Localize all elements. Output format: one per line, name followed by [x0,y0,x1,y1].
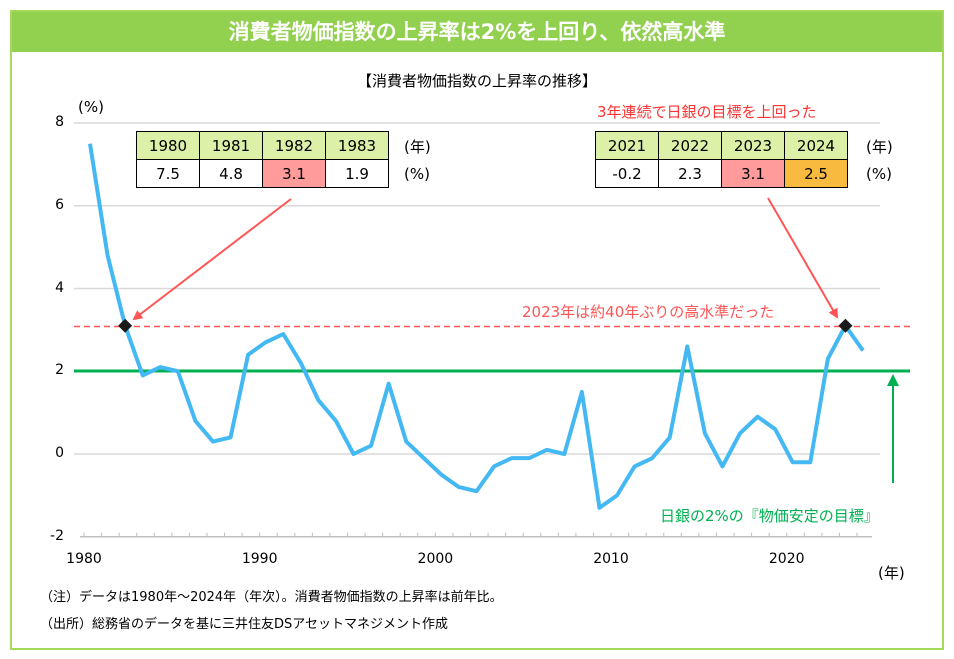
data-point-1991 [281,332,285,336]
arrow-to-1982 [132,198,292,321]
data-point-2016 [720,464,724,468]
data-point-2017 [738,431,742,435]
data-point-2007 [562,452,566,456]
data-point-1998 [404,440,408,444]
data-point-2011 [633,464,637,468]
data-point-2024 [861,349,865,353]
data-point-1983 [141,373,145,377]
data-point-2010 [615,493,619,497]
cpi-series-line [88,143,865,510]
year-cell: 2023 [721,131,785,160]
table-1980s: 1980 1981 1982 1983 7.5 4.8 3.1 1.9 [136,131,389,188]
data-point-2013 [668,435,672,439]
y-tick-label: -2 [50,527,64,544]
data-point-2021 [808,460,812,464]
data-point-1990 [264,340,268,344]
data-point-2002 [475,489,479,493]
table-left-value-unit: (%) [404,165,430,183]
value-cell: 4.8 [199,159,263,188]
data-point-2018 [756,415,760,419]
annotation-three-years: 3年連続で日銀の目標を上回った [597,103,817,121]
y-tick-label: 4 [55,279,64,296]
chart-title: 【消費者物価指数の上昇率の推移】 [356,72,597,90]
value-cell-highlight: 3.1 [721,159,785,188]
value-cell-highlight: 3.1 [262,159,326,188]
data-point-2005 [527,456,531,460]
data-point-1996 [369,444,373,448]
data-point-2006 [545,448,549,452]
table-2020s: 2021 2022 2023 2024 -0.2 2.3 3.1 2.5 [595,131,848,188]
data-point-1980 [88,142,92,146]
year-cell: 1983 [325,131,389,160]
value-cell-latest: 2.5 [784,159,848,188]
data-point-2022 [826,357,830,361]
source-text: （出所）総務省のデータを基に三井住友DSアセットマネジメント作成 [40,617,449,632]
y-tick-label: 6 [55,196,64,213]
note-text: （注）データは1980年～2024年（年次）。消費者物価指数の上昇率は前年比。 [40,590,503,605]
data-point-1981 [106,253,110,257]
data-point-2003 [492,464,496,468]
arrow-to-2023 [767,197,839,319]
y-axis-unit: (%) [78,98,104,116]
table-left-year-unit: (年) [404,138,431,156]
data-point-1994 [334,419,338,423]
data-point-2014 [685,344,689,348]
data-point-2012 [650,456,654,460]
data-point-2001 [457,485,461,489]
year-cell: 2021 [595,131,659,160]
year-cell: 1982 [262,131,326,160]
data-point-1995 [352,452,356,456]
year-cell: 1981 [199,131,263,160]
data-point-1985 [176,369,180,373]
data-point-1997 [387,382,391,386]
data-point-2004 [510,456,514,460]
data-point-2020 [791,460,795,464]
x-tick-label: 2000 [417,551,454,567]
value-cell: 7.5 [136,159,200,188]
y-tick-label: 0 [55,445,64,461]
reference-line-label: 2023年は約40年ぶりの高水準だった [522,303,775,321]
y-tick-label: 2 [55,362,64,379]
data-point-2009 [597,506,601,510]
frame-border [10,10,944,650]
highlight-marker-2023 [838,318,853,333]
data-point-2008 [580,390,584,394]
panel-title: 消費者物価指数の上昇率は2%を上回り、依然高水準 [12,12,942,52]
value-cell: 2.3 [658,159,722,188]
x-axis-unit: (年) [878,564,905,582]
data-point-1993 [316,398,320,402]
data-point-2015 [703,431,707,435]
data-point-1992 [299,361,303,365]
x-tick-label: 2020 [768,551,805,567]
year-cell: 2022 [658,131,722,160]
data-point-1987 [211,440,215,444]
x-tick-label: 1980 [66,551,102,567]
data-point-1988 [229,435,233,439]
data-point-1986 [193,419,197,423]
table-right-value-unit: (%) [866,165,892,183]
year-cell: 1980 [136,131,200,160]
year-cell: 2024 [784,131,848,160]
target-line-label: 日銀の2%の『物価安定の目標』 [660,507,879,525]
x-tick-label: 2010 [593,551,629,567]
data-point-1989 [246,353,250,357]
data-point-2019 [773,427,777,431]
y-tick-label: 8 [55,114,64,130]
value-cell: 1.9 [325,159,389,188]
data-point-1999 [422,456,426,460]
value-cell: -0.2 [595,159,659,188]
data-point-1984 [158,365,162,369]
highlight-marker-1982 [118,318,133,333]
x-tick-label: 1990 [241,551,278,567]
data-point-2000 [439,473,443,477]
table-right-year-unit: (年) [866,138,893,156]
